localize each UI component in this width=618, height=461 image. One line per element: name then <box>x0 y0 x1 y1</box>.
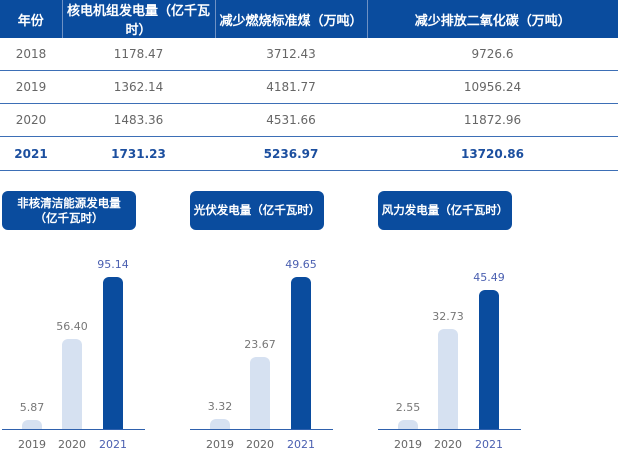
data-label: 32.73 <box>432 309 464 323</box>
table-cell: 4181.77 <box>215 70 367 104</box>
chart-title-box: 光伏发电量（亿千瓦时） <box>190 191 324 230</box>
table-cell: 2020 <box>0 103 62 137</box>
bar-chart: 风力发电量（亿千瓦时） 2.55 2019 32.73 2020 45.49 2021 <box>376 191 521 461</box>
x-axis <box>190 429 333 430</box>
header-nuclear-output: 核电机组发电量（亿千瓦时） <box>62 0 216 38</box>
chart-title-box: 风力发电量（亿千瓦时） <box>378 191 512 230</box>
table-cell: 1178.47 <box>62 38 215 71</box>
x-tick-label: 2021 <box>287 438 315 451</box>
x-tick-label: 2020 <box>58 438 86 451</box>
data-label: 95.14 <box>97 258 129 271</box>
bar-2021 <box>479 289 499 429</box>
data-label: 56.40 <box>56 319 88 333</box>
data-label: 23.67 <box>244 337 276 351</box>
table-row: 2021 1731.23 5236.97 13720.86 <box>0 136 618 171</box>
chart-subtitle: （亿千瓦时） <box>34 210 104 225</box>
bar-2019 <box>398 420 418 429</box>
bar-chart: 非核清洁能源发电量 （亿千瓦时） 5.87 2019 56.40 2020 95.14 202… <box>0 191 145 461</box>
header-year: 年份 <box>0 0 63 38</box>
table-cell: 3712.43 <box>215 38 367 71</box>
table-cell: 13720.86 <box>367 136 618 171</box>
x-axis <box>2 429 145 430</box>
bar-2021 <box>291 277 311 429</box>
bar-2019 <box>22 419 42 429</box>
data-label: 5.87 <box>19 400 45 414</box>
x-tick-label: 2019 <box>18 438 46 451</box>
bar-2020 <box>250 356 270 429</box>
table-cell: 11872.96 <box>367 103 618 137</box>
x-tick-label: 2021 <box>475 438 503 451</box>
x-tick-label: 2019 <box>394 438 422 451</box>
table-header: 年份 核电机组发电量（亿千瓦时） 减少燃烧标准煤（万吨） 减少排放二氧化碳（万吨… <box>0 0 618 38</box>
header-co2-reduced: 减少排放二氧化碳（万吨） <box>367 0 618 38</box>
table-cell: 9726.6 <box>367 38 618 71</box>
bar-2021 <box>103 277 123 429</box>
table-cell: 10956.24 <box>367 70 618 104</box>
data-label: 2.55 <box>395 401 421 414</box>
table-row: 2018 1178.47 3712.43 9726.6 <box>0 38 618 71</box>
table-cell: 1362.14 <box>62 70 215 104</box>
data-label: 3.32 <box>207 399 233 413</box>
chart-title: 光伏发电量（亿千瓦时） <box>193 203 321 217</box>
table-cell: 2021 <box>0 136 62 171</box>
chart-title: 风力发电量（亿千瓦时） <box>381 203 509 217</box>
bar-chart: 光伏发电量（亿千瓦时） 3.32 2019 23.67 2020 49.65 2021 <box>188 191 333 461</box>
chart-title: 非核清洁能源发电量 <box>17 195 121 210</box>
table-cell: 1483.36 <box>62 103 215 137</box>
x-tick-label: 2019 <box>206 438 234 451</box>
x-tick-label: 2020 <box>246 438 274 451</box>
table-cell: 5236.97 <box>215 136 367 171</box>
data-label: 45.49 <box>473 270 505 284</box>
header-coal-saved: 减少燃烧标准煤（万吨） <box>215 0 368 38</box>
table-cell: 2018 <box>0 38 62 71</box>
table-cell: 1731.23 <box>62 136 215 171</box>
x-axis <box>378 429 521 430</box>
bar-2020 <box>438 328 458 429</box>
table-row: 2020 1483.36 4531.66 11872.96 <box>0 103 618 137</box>
x-tick-label: 2020 <box>434 438 462 451</box>
table-row: 2019 1362.14 4181.77 10956.24 <box>0 70 618 104</box>
table-cell: 4531.66 <box>215 103 367 137</box>
chart-title-box: 非核清洁能源发电量 （亿千瓦时） <box>2 191 136 230</box>
bar-2020 <box>62 338 82 429</box>
bar-2019 <box>210 418 230 429</box>
nuclear-power-table: 年份 核电机组发电量（亿千瓦时） 减少燃烧标准煤（万吨） 减少排放二氧化碳（万吨… <box>0 0 618 171</box>
x-tick-label: 2021 <box>99 438 127 451</box>
data-label: 49.65 <box>285 258 317 271</box>
table-cell: 2019 <box>0 70 62 104</box>
